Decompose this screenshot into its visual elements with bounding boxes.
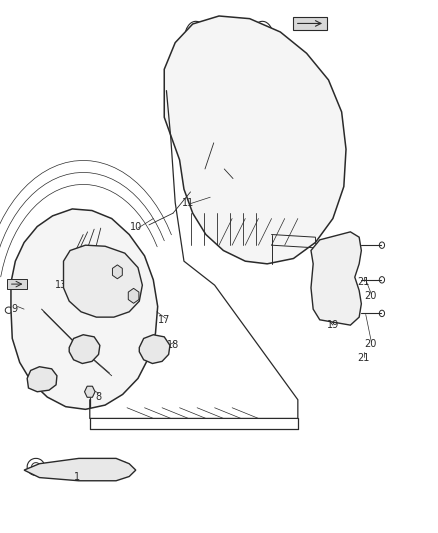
Polygon shape bbox=[85, 386, 95, 397]
Text: 17: 17 bbox=[158, 315, 170, 325]
Text: 20: 20 bbox=[364, 339, 376, 349]
Text: 15: 15 bbox=[114, 271, 127, 281]
FancyBboxPatch shape bbox=[7, 279, 27, 289]
Text: 16: 16 bbox=[125, 293, 138, 302]
Text: 10: 10 bbox=[130, 222, 142, 231]
Polygon shape bbox=[64, 245, 142, 317]
Polygon shape bbox=[311, 232, 361, 325]
Polygon shape bbox=[24, 458, 136, 481]
Text: 18: 18 bbox=[167, 341, 179, 350]
Polygon shape bbox=[113, 265, 122, 279]
Text: 19: 19 bbox=[327, 320, 339, 330]
Polygon shape bbox=[69, 335, 100, 364]
Polygon shape bbox=[27, 367, 57, 392]
Text: 9: 9 bbox=[11, 304, 17, 314]
Polygon shape bbox=[128, 288, 139, 303]
Polygon shape bbox=[139, 335, 170, 364]
Text: 20: 20 bbox=[364, 291, 376, 301]
Text: 7: 7 bbox=[82, 352, 88, 362]
Text: 21: 21 bbox=[357, 353, 370, 363]
Text: 21: 21 bbox=[357, 278, 370, 287]
Text: 11: 11 bbox=[182, 198, 194, 207]
FancyBboxPatch shape bbox=[293, 17, 327, 30]
Text: 14: 14 bbox=[73, 264, 85, 274]
Text: 13: 13 bbox=[55, 280, 67, 290]
Text: 8: 8 bbox=[95, 392, 102, 402]
Text: 1: 1 bbox=[74, 472, 80, 482]
Text: 6: 6 bbox=[34, 382, 40, 391]
Polygon shape bbox=[164, 16, 346, 264]
Polygon shape bbox=[11, 209, 158, 409]
